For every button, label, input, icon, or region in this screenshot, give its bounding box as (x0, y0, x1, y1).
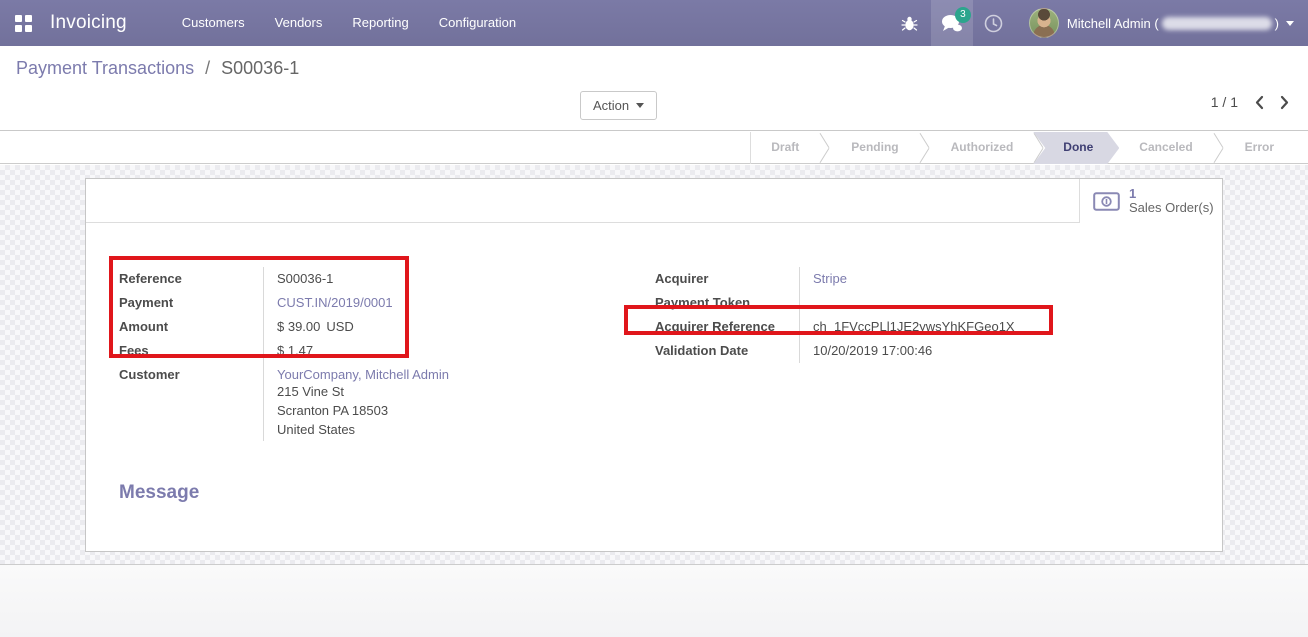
field-row-reference: Reference S00036-1 (119, 267, 549, 291)
field-row-acquirer: Acquirer Stripe (655, 267, 1105, 291)
user-caret-icon (1286, 20, 1294, 26)
stage-error[interactable]: Error (1244, 140, 1274, 154)
field-label: Validation Date (655, 343, 749, 358)
sales-orders-count: 1 (1129, 186, 1137, 201)
breadcrumb-parent[interactable]: Payment Transactions (16, 58, 195, 78)
nav-menu-customers[interactable]: Customers (181, 15, 245, 30)
user-name-blurred (1161, 16, 1272, 30)
app-title[interactable]: Invoicing (50, 12, 127, 33)
field-label: Acquirer Reference (655, 319, 775, 334)
field-row-amount: Amount $ 39.00 USD (119, 315, 549, 339)
customer-address-line: Scranton PA 18503 (277, 403, 389, 418)
field-value-validation-date: 10/20/2019 17:00:46 (799, 339, 1105, 363)
nav-menu-configuration[interactable]: Configuration (438, 15, 517, 30)
stage-pending[interactable]: Pending (851, 140, 899, 154)
customer-address-line: 215 Vine St (277, 384, 344, 399)
field-value-amount: $ 39.00 USD (263, 315, 549, 339)
field-label: Reference (119, 271, 182, 286)
user-name-prefix: Mitchell Admin ( (1066, 15, 1159, 31)
stage-done[interactable]: Done (1033, 132, 1119, 164)
field-label: Acquirer (655, 271, 709, 286)
nav-menu-reporting[interactable]: Reporting (352, 15, 409, 30)
field-label: Amount (119, 319, 169, 334)
stage-separator-icon (919, 132, 931, 164)
field-label: Fees (119, 343, 149, 358)
pager: 1 / 1 (1211, 94, 1290, 110)
bug-icon[interactable] (889, 0, 931, 46)
acquirer-link[interactable]: Stripe (813, 271, 847, 286)
form-sheet: 1 Sales Order(s) Reference S00036-1 Paym… (85, 178, 1223, 552)
customer-address-line: United States (277, 422, 356, 437)
field-value-customer: YourCompany, Mitchell Admin 215 Vine St … (263, 363, 549, 441)
sales-orders-label: Sales Order(s) (1129, 200, 1214, 215)
field-row-validation-date: Validation Date 10/20/2019 17:00:46 (655, 339, 1105, 363)
user-avatar[interactable] (1028, 8, 1059, 38)
sales-orders-stat-button[interactable]: 1 Sales Order(s) (1079, 179, 1222, 223)
chevron-down-icon (636, 103, 645, 108)
breadcrumb-separator: / (205, 58, 211, 78)
customer-link[interactable]: YourCompany, Mitchell Admin (277, 367, 449, 382)
field-label: Customer (119, 367, 180, 382)
payment-link[interactable]: CUST.IN/2019/0001 (277, 295, 393, 310)
action-dropdown-button[interactable]: Action (580, 91, 658, 120)
field-value-fees: $ 1.47 (263, 339, 549, 363)
field-value-reference: S00036-1 (263, 267, 549, 291)
breadcrumb: Payment Transactions / S00036-1 (16, 58, 299, 79)
money-bill-icon (1093, 191, 1120, 211)
field-row-payment-token: Payment Token (655, 291, 1105, 315)
messages-icon[interactable]: 3 (930, 0, 973, 46)
stage-separator-icon (819, 132, 831, 164)
pager-previous-button[interactable] (1254, 95, 1264, 110)
stage-canceled[interactable]: Canceled (1139, 140, 1193, 154)
field-value-acquirer-reference: ch_1FVccPLl1JE2ywsYhKFGeo1X (799, 315, 1105, 339)
field-group-left: Reference S00036-1 Payment CUST.IN/2019/… (119, 267, 549, 441)
field-group-right: Acquirer Stripe Payment Token Acquirer R… (655, 267, 1105, 363)
field-label: Payment Token (655, 295, 751, 310)
field-row-acquirer-reference: Acquirer Reference ch_1FVccPLl1JE2ywsYhK… (655, 315, 1105, 339)
navbar-systray: 3 Mitchell Admin ( ) (889, 0, 1308, 46)
status-row: Draft Pending Authorized Done Canceled E… (0, 132, 1308, 164)
apps-menu-icon[interactable] (15, 14, 32, 32)
field-row-fees: Fees $ 1.47 (119, 339, 549, 363)
pager-next-button[interactable] (1280, 95, 1290, 110)
message-section-title: Message (119, 482, 200, 503)
chatter-area (0, 564, 1308, 637)
button-box: 1 Sales Order(s) (86, 179, 1222, 223)
field-label: Payment (119, 295, 174, 310)
navbar-menus: Customers Vendors Reporting Configuratio… (182, 0, 516, 46)
breadcrumb-current: S00036-1 (221, 58, 300, 78)
statusbar: Draft Pending Authorized Done Canceled E… (750, 132, 1308, 164)
stage-draft[interactable]: Draft (771, 140, 800, 154)
pager-value: 1 / 1 (1210, 94, 1238, 110)
top-navbar: Invoicing Customers Vendors Reporting Co… (0, 0, 1308, 46)
nav-menu-vendors[interactable]: Vendors (274, 15, 323, 30)
field-row-payment: Payment CUST.IN/2019/0001 (119, 291, 549, 315)
control-panel: Payment Transactions / S00036-1 Action 1… (0, 46, 1308, 131)
user-menu[interactable]: Mitchell Admin ( ) (1067, 16, 1308, 31)
field-value-payment-token (799, 291, 1105, 315)
currency-label: USD (326, 319, 354, 334)
messages-badge: 3 (954, 7, 971, 23)
stage-authorized[interactable]: Authorized (950, 140, 1014, 154)
activities-icon[interactable] (973, 0, 1015, 46)
user-name-suffix: ) (1274, 15, 1279, 31)
action-button-label: Action (593, 98, 630, 113)
stage-separator-icon (1213, 132, 1225, 164)
field-row-customer: Customer YourCompany, Mitchell Admin 215… (119, 363, 549, 441)
